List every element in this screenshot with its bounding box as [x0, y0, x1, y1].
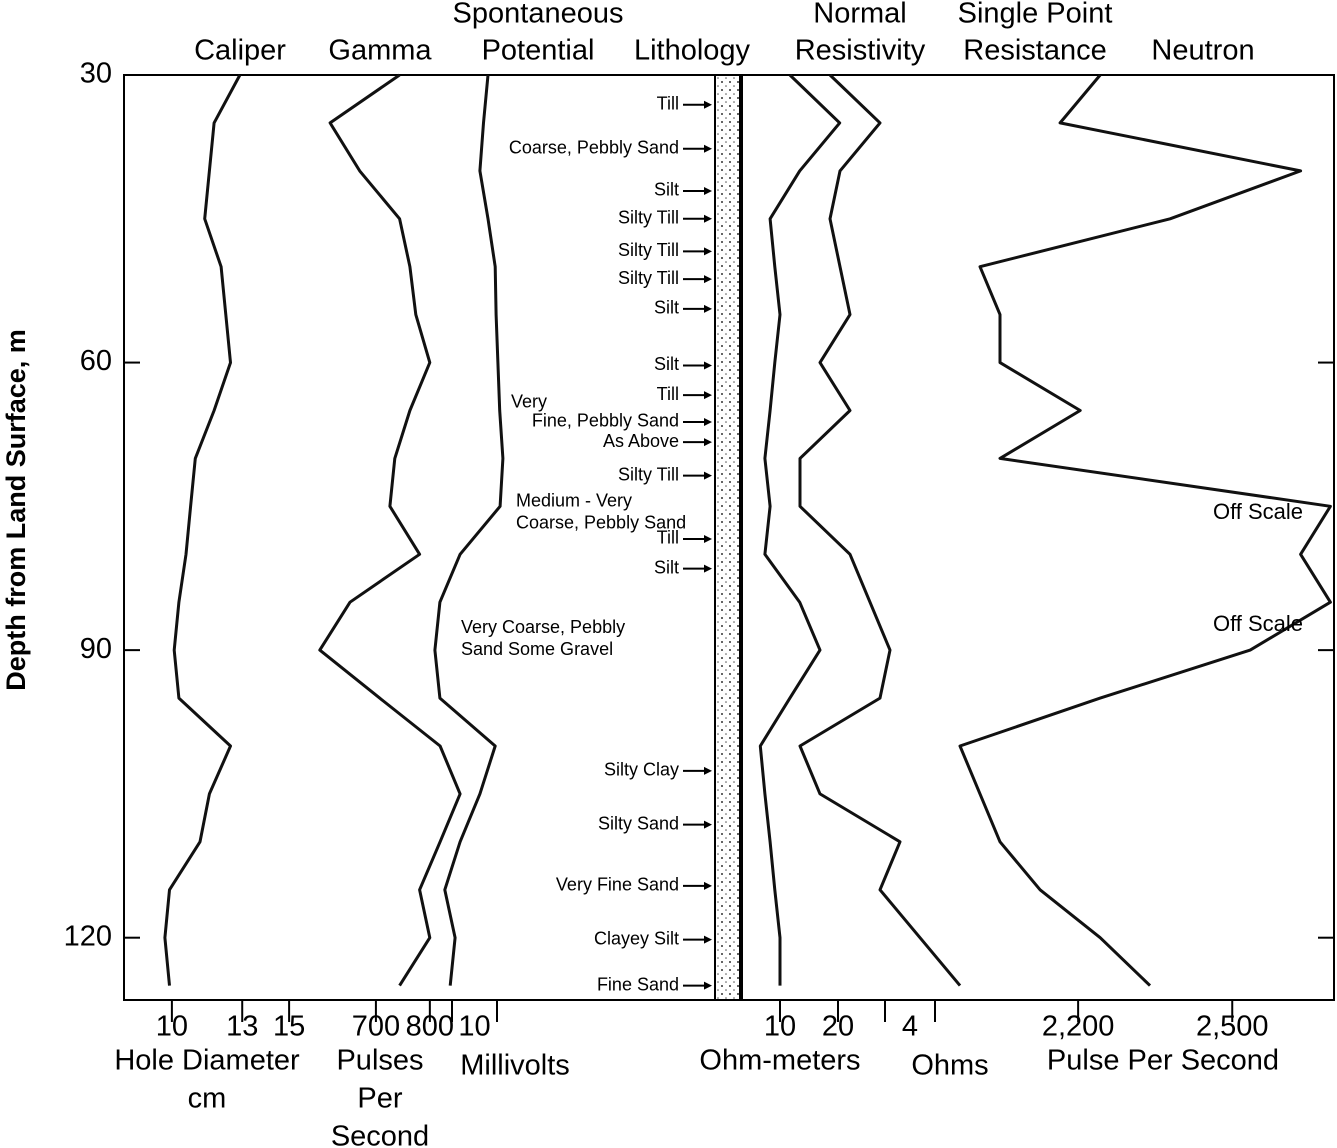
track-title: Gamma [328, 35, 432, 67]
lithology-label: Silty Till [618, 268, 679, 288]
log-curve [433, 74, 505, 986]
annotation: Off Scale [1213, 499, 1303, 524]
log-curve [958, 74, 1332, 987]
lithology-label: Coarse, Pebbly Sand [509, 138, 679, 158]
lithology-label: Very Fine Sand [556, 875, 679, 895]
arrow-head [704, 144, 712, 153]
lithology-label: As Above [603, 431, 679, 451]
y-tick-label: 90 [80, 633, 112, 665]
x-tick-label: 2,500 [1196, 1011, 1269, 1043]
log-curve [758, 73, 842, 986]
arrow-head [704, 361, 712, 370]
lithology-label: Till [657, 93, 679, 113]
lithology-note: Medium - Very [516, 490, 632, 510]
right-frame [741, 74, 1335, 1001]
arrow-head [704, 100, 712, 109]
arrow-head [704, 214, 712, 223]
track-title: Resistance [963, 35, 1106, 67]
track-unit: Ohm-meters [699, 1045, 860, 1077]
lithology-note: Sand Some Gravel [461, 639, 613, 659]
track-unit: Hole Diameter [114, 1045, 300, 1077]
x-tick-label: 800 [406, 1011, 454, 1043]
x-tick-label: 15 [273, 1011, 305, 1043]
y-tick-label: 30 [80, 58, 112, 90]
arrow-head [704, 247, 712, 256]
lithology-title: Lithology [634, 35, 751, 67]
x-tick-label: 20 [822, 1011, 854, 1043]
lithology-note: Very [511, 392, 547, 412]
lithology-label: Silty Till [618, 240, 679, 260]
arrow-head [704, 881, 712, 890]
annotation: Off Scale [1213, 611, 1303, 636]
track-title: Caliper [194, 35, 286, 67]
arrow-head [704, 471, 712, 480]
log-curve [163, 74, 242, 986]
lithology-label: Silt [654, 354, 679, 374]
lithology-label: Till [657, 528, 679, 548]
log-curve [798, 73, 962, 987]
arrow-head [704, 275, 712, 284]
arrow-head [704, 766, 712, 775]
y-tick-label: 120 [64, 920, 112, 952]
y-axis-label: Depth from Land Surface, m [1, 329, 31, 691]
track-title: Neutron [1151, 35, 1254, 67]
lithology-label: Silty Sand [598, 813, 679, 833]
track-title: Spontaneous [453, 0, 624, 30]
track-unit: Pulses [336, 1045, 423, 1077]
y-tick-label: 60 [80, 345, 112, 377]
x-tick-label: 700 [352, 1011, 400, 1043]
lithology-note: Coarse, Pebbly Sand [516, 512, 686, 532]
track-title: Potential [482, 35, 595, 67]
track-title: Resistivity [795, 35, 926, 67]
lithology-label: Silt [654, 180, 679, 200]
scale-label: 10 [458, 1011, 490, 1043]
track-unit: Ohms [911, 1050, 988, 1082]
track-unit: Second [331, 1121, 429, 1148]
arrow-head [704, 304, 712, 313]
arrow-head [704, 417, 712, 426]
lithology-label: Clayey Silt [594, 928, 679, 948]
x-tick-label: 10 [764, 1011, 796, 1043]
arrow-head [704, 186, 712, 195]
log-curve [318, 73, 462, 987]
track-title: Normal [813, 0, 906, 30]
track-unit: Pulse Per Second [1047, 1045, 1279, 1077]
lithology-label: Fine, Pebbly Sand [532, 411, 679, 431]
x-tick-label: 13 [226, 1011, 258, 1043]
lithology-label: Silty Till [618, 208, 679, 228]
arrow-head [704, 391, 712, 400]
lithology-column [714, 74, 741, 1001]
lithology-label: Silt [654, 298, 679, 318]
arrow-head [704, 534, 712, 543]
track-unit: Per [357, 1083, 402, 1115]
arrow-head [704, 981, 712, 990]
arrow-head [704, 935, 712, 944]
arrow-head [704, 820, 712, 829]
lithology-label: Till [657, 384, 679, 404]
scale-label: 4 [902, 1011, 918, 1043]
arrow-head [704, 564, 712, 573]
lithology-label: Fine Sand [597, 974, 679, 994]
lithology-note: Very Coarse, Pebbly [461, 617, 625, 637]
lithology-label: Silty Till [618, 464, 679, 484]
x-tick-label: 2,200 [1042, 1011, 1115, 1043]
track-unit: cm [188, 1083, 227, 1115]
track-title: Single Point [958, 0, 1113, 30]
arrow-head [704, 438, 712, 447]
lithology-label: Silty Clay [604, 760, 679, 780]
lithology-label: Silt [654, 557, 679, 577]
x-tick-label: 10 [156, 1011, 188, 1043]
track-unit: Millivolts [460, 1050, 570, 1082]
